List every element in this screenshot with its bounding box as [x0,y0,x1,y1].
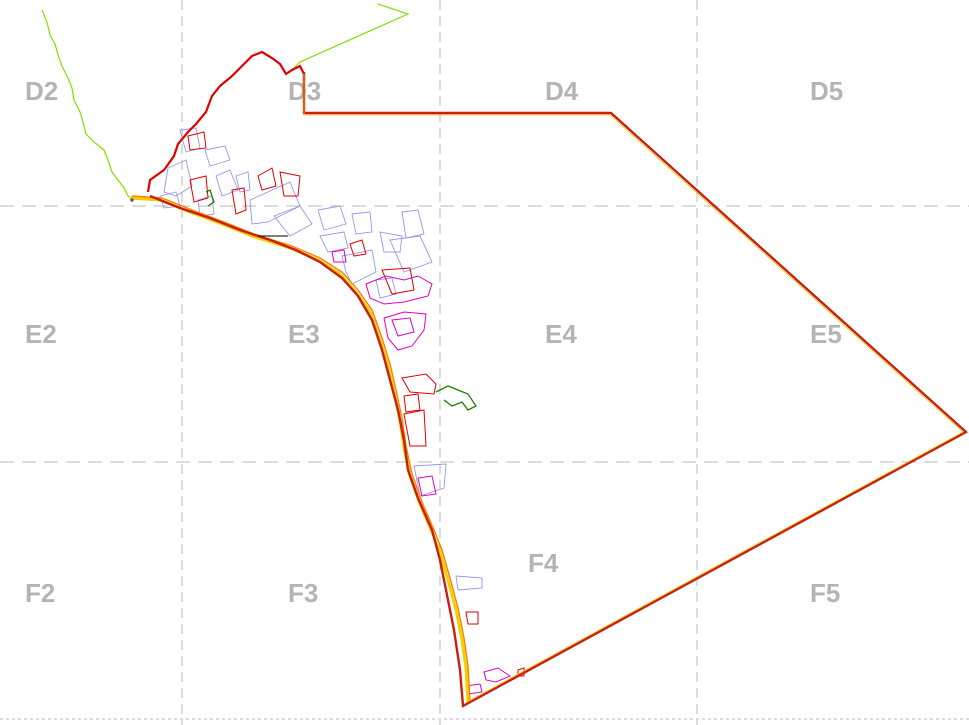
parcel [413,463,447,497]
grid-label-d4: D4 [545,76,579,106]
parcel [351,211,373,235]
road-corridor [129,195,471,703]
parcel [417,475,437,497]
grid-label-e2: E2 [25,319,57,349]
coastline-north [291,3,410,71]
grid-label-f4: F4 [528,548,559,578]
parcels-blue [159,127,483,591]
parcel [163,159,193,197]
grid-label-f2: F2 [25,578,55,608]
road-orange [131,195,471,701]
parcel [383,311,427,351]
parcel [391,317,415,337]
parcel [331,249,347,263]
grid-labels: D2 D3 D4 D5 E2 E3 E4 E5 F2 F3 F4 F5 [25,76,843,608]
parcel [375,277,397,299]
study-area-boundary [149,72,969,708]
parcel [189,175,209,203]
grid-label-f5: F5 [810,578,840,608]
parcels-magenta [331,249,512,695]
parcel [319,231,349,253]
parcel [231,187,247,215]
coastline-west [41,9,135,201]
parcel [279,171,301,197]
parcel [235,171,251,193]
boundary-inner [303,74,964,704]
boundary-outer [149,72,969,708]
parcel [187,131,207,151]
parcel [273,205,313,237]
grid-label-e3: E3 [288,319,320,349]
parcel [317,205,347,231]
parcel [197,195,215,217]
parcel [483,667,512,683]
parcel [465,611,479,625]
parcel [379,231,403,253]
parcel [403,409,427,447]
parcel [341,249,377,285]
parcel [257,167,277,191]
parcel [204,145,231,167]
parcel [249,181,301,225]
grid-label-d5: D5 [810,76,843,106]
parcel [365,275,433,305]
parcel [401,209,425,239]
parcels-red [187,131,525,677]
road-yellow [129,196,470,703]
boundary-northwest [146,50,306,193]
parcel [455,575,483,591]
parcel [159,191,181,209]
parcel [401,373,437,395]
coastline [41,3,410,201]
grid-label-e4: E4 [545,319,577,349]
parcel [205,189,215,207]
parcel [435,385,477,411]
grid-label-d2: D2 [25,76,58,106]
parcel [215,169,239,197]
parcels-green [205,189,477,411]
parcel [389,235,433,273]
grid-label-f3: F3 [288,578,318,608]
grid-label-e5: E5 [810,319,842,349]
parcel [349,239,367,257]
parcel [403,393,421,413]
parcel [381,267,415,295]
point-marker [130,198,134,202]
